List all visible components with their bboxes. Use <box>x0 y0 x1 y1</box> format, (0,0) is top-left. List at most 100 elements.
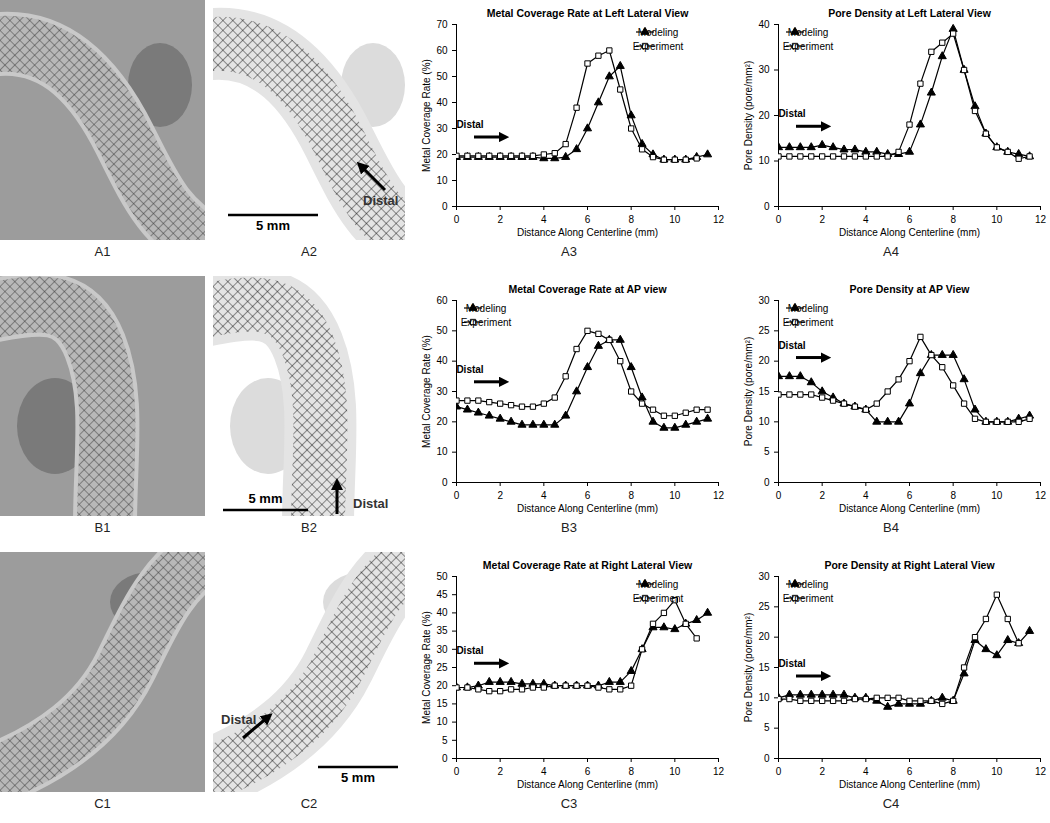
svg-text:Pore Density at Left Lateral V: Pore Density at Left Lateral View <box>828 7 991 19</box>
svg-text:20: 20 <box>436 416 448 427</box>
svg-text:Experiment: Experiment <box>633 593 684 604</box>
svg-text:4: 4 <box>863 214 869 225</box>
svg-text:Distance Along Centerline (mm): Distance Along Centerline (mm) <box>839 503 980 514</box>
svg-text:Modeling: Modeling <box>466 303 507 314</box>
svg-text:12: 12 <box>1035 490 1047 501</box>
svg-text:25: 25 <box>436 662 448 673</box>
svg-text:6: 6 <box>907 214 913 225</box>
svg-text:Distal: Distal <box>778 340 805 351</box>
svg-text:10: 10 <box>758 416 770 427</box>
svg-text:20: 20 <box>436 680 448 691</box>
svg-text:8: 8 <box>628 766 634 777</box>
svg-text:2: 2 <box>819 214 825 225</box>
svg-text:2: 2 <box>497 766 503 777</box>
svg-text:10: 10 <box>436 175 448 186</box>
svg-text:4: 4 <box>541 766 547 777</box>
svg-text:Experiment: Experiment <box>783 41 834 52</box>
svg-text:45: 45 <box>436 589 448 600</box>
svg-text:50: 50 <box>436 325 448 336</box>
svg-text:2: 2 <box>819 766 825 777</box>
svg-text:10: 10 <box>991 490 1003 501</box>
svg-text:Metal Coverage Rate at Right L: Metal Coverage Rate at Right Lateral Vie… <box>483 559 693 571</box>
svg-text:0: 0 <box>776 490 782 501</box>
svg-text:Metal Coverage Rate (%): Metal Coverage Rate (%) <box>421 59 432 172</box>
svg-text:Distal: Distal <box>456 364 483 375</box>
svg-text:30: 30 <box>758 571 770 582</box>
svg-text:5: 5 <box>764 722 770 733</box>
svg-text:Pore Density at Right Lateral: Pore Density at Right Lateral View <box>824 559 995 571</box>
svg-text:15: 15 <box>758 386 770 397</box>
svg-text:Modeling: Modeling <box>788 579 829 590</box>
svg-text:Experiment: Experiment <box>461 317 512 328</box>
svg-text:4: 4 <box>541 214 547 225</box>
svg-text:6: 6 <box>907 766 913 777</box>
svg-text:Distance Along Centerline (mm): Distance Along Centerline (mm) <box>517 503 658 514</box>
svg-text:10: 10 <box>436 716 448 727</box>
svg-text:10: 10 <box>669 766 681 777</box>
svg-text:20: 20 <box>758 631 770 642</box>
svg-text:0: 0 <box>454 766 460 777</box>
svg-text:0: 0 <box>764 477 770 488</box>
svg-text:Distal: Distal <box>456 119 483 130</box>
svg-text:Distal: Distal <box>221 712 256 727</box>
svg-text:8: 8 <box>628 214 634 225</box>
svg-text:30: 30 <box>436 644 448 655</box>
svg-text:30: 30 <box>758 295 770 306</box>
svg-text:Modeling: Modeling <box>788 303 829 314</box>
svg-text:0: 0 <box>776 214 782 225</box>
svg-text:0: 0 <box>442 477 448 488</box>
svg-text:0: 0 <box>442 201 448 212</box>
svg-text:4: 4 <box>541 490 547 501</box>
svg-text:Distal: Distal <box>353 496 388 511</box>
svg-text:8: 8 <box>628 490 634 501</box>
svg-text:5: 5 <box>764 446 770 457</box>
svg-text:Modeling: Modeling <box>788 27 829 38</box>
svg-text:5 mm: 5 mm <box>256 218 290 233</box>
svg-text:30: 30 <box>436 386 448 397</box>
svg-text:Distance Along Centerline (mm): Distance Along Centerline (mm) <box>839 779 980 790</box>
svg-text:8: 8 <box>950 766 956 777</box>
svg-text:Distal: Distal <box>778 658 805 669</box>
svg-text:Pore Density (pore/mm²): Pore Density (pore/mm²) <box>743 61 754 170</box>
svg-text:8: 8 <box>950 214 956 225</box>
svg-text:0: 0 <box>442 753 448 764</box>
svg-text:12: 12 <box>713 766 725 777</box>
svg-text:20: 20 <box>758 110 770 121</box>
svg-text:35: 35 <box>436 625 448 636</box>
svg-text:Modeling: Modeling <box>638 579 679 590</box>
svg-text:6: 6 <box>907 490 913 501</box>
svg-text:Metal Coverage Rate (%): Metal Coverage Rate (%) <box>421 335 432 448</box>
svg-text:20: 20 <box>436 149 448 160</box>
svg-text:12: 12 <box>713 490 725 501</box>
svg-text:Distal: Distal <box>456 645 483 656</box>
svg-text:10: 10 <box>669 490 681 501</box>
svg-text:Experiment: Experiment <box>633 41 684 52</box>
svg-text:10: 10 <box>758 692 770 703</box>
svg-text:4: 4 <box>863 766 869 777</box>
svg-text:10: 10 <box>991 766 1003 777</box>
svg-text:12: 12 <box>713 214 725 225</box>
svg-text:Pore Density (pore/mm²): Pore Density (pore/mm²) <box>743 337 754 446</box>
svg-text:40: 40 <box>758 19 770 30</box>
svg-text:20: 20 <box>758 355 770 366</box>
svg-text:Metal Coverage Rate (%): Metal Coverage Rate (%) <box>421 611 432 724</box>
svg-text:40: 40 <box>436 97 448 108</box>
svg-text:0: 0 <box>454 490 460 501</box>
svg-text:25: 25 <box>758 325 770 336</box>
svg-text:Experiment: Experiment <box>783 317 834 328</box>
svg-text:10: 10 <box>758 155 770 166</box>
svg-text:12: 12 <box>1035 766 1047 777</box>
svg-text:0: 0 <box>776 766 782 777</box>
svg-text:2: 2 <box>497 214 503 225</box>
svg-text:Distal: Distal <box>778 108 805 119</box>
svg-text:6: 6 <box>585 214 591 225</box>
svg-text:Distance Along Centerline (mm): Distance Along Centerline (mm) <box>517 227 658 238</box>
svg-text:50: 50 <box>436 71 448 82</box>
svg-text:5: 5 <box>442 735 448 746</box>
svg-text:6: 6 <box>585 490 591 501</box>
svg-text:Pore Density (pore/mm²): Pore Density (pore/mm²) <box>743 613 754 722</box>
svg-text:70: 70 <box>436 19 448 30</box>
svg-text:5 mm: 5 mm <box>341 770 375 785</box>
svg-text:30: 30 <box>436 123 448 134</box>
svg-text:0: 0 <box>764 201 770 212</box>
